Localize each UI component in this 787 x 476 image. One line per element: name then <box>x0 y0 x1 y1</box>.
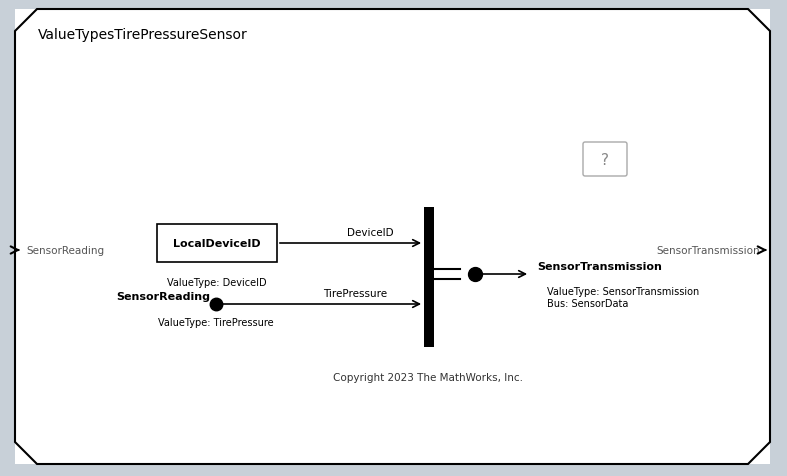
FancyBboxPatch shape <box>583 143 627 177</box>
Text: SensorReading: SensorReading <box>26 246 104 256</box>
Text: TirePressure: TirePressure <box>323 288 387 298</box>
FancyBboxPatch shape <box>157 225 277 262</box>
Text: ValueType: SensorTransmission: ValueType: SensorTransmission <box>547 287 700 297</box>
Text: SensorTransmission: SensorTransmission <box>537 261 662 271</box>
Polygon shape <box>15 10 770 464</box>
Text: Bus: SensorData: Bus: SensorData <box>547 298 628 308</box>
Text: DeviceID: DeviceID <box>347 228 394 238</box>
Text: SensorTransmission: SensorTransmission <box>656 246 760 256</box>
Text: ?: ? <box>601 152 609 167</box>
Text: LocalDeviceID: LocalDeviceID <box>173 238 260 248</box>
FancyBboxPatch shape <box>15 10 770 464</box>
Text: Copyright 2023 The MathWorks, Inc.: Copyright 2023 The MathWorks, Inc. <box>333 372 523 382</box>
FancyBboxPatch shape <box>424 208 434 347</box>
Text: ValueType: TirePressure: ValueType: TirePressure <box>158 317 274 327</box>
Text: ValueType: DeviceID: ValueType: DeviceID <box>167 278 267 288</box>
Text: SensorReading: SensorReading <box>116 291 210 301</box>
Text: ValueTypesTirePressureSensor: ValueTypesTirePressureSensor <box>38 28 248 42</box>
